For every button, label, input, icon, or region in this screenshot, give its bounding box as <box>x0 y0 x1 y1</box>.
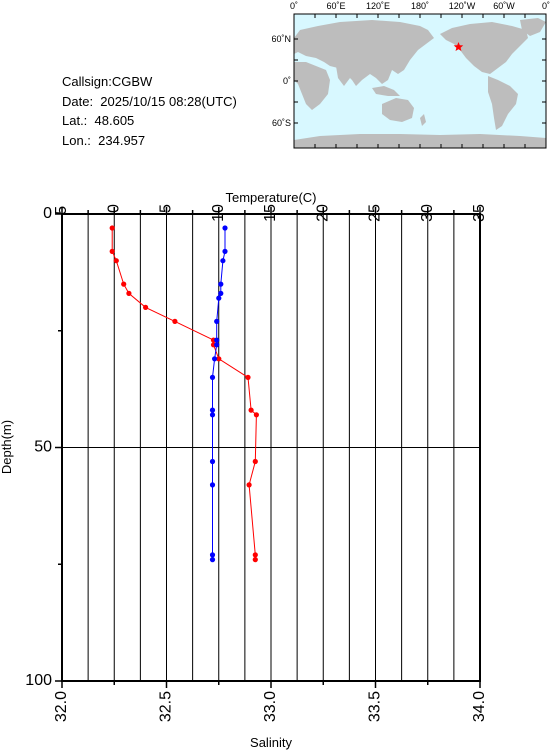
depth-axis: 0 50 100 <box>25 205 62 689</box>
temperature-tick-label: 5 <box>158 204 175 213</box>
salinity-tick-label: 32.5 <box>158 691 175 722</box>
salinity-point <box>209 552 216 558</box>
land-australia <box>382 98 414 122</box>
land-indonesia <box>372 86 400 96</box>
temperature-axis-title: Temperature(C) <box>225 190 316 205</box>
map-land <box>294 18 546 148</box>
map-latitude-label: 60˚N <box>271 34 291 44</box>
land-japan <box>404 50 410 64</box>
map-longitude-label: 180˚ <box>411 1 429 11</box>
temperature-point <box>252 552 258 558</box>
salinity-tick-label: 34.0 <box>471 691 488 722</box>
temperature-tick-label: -5 <box>53 206 70 220</box>
temperature-tick-label: 10 <box>210 204 227 222</box>
temperature-point <box>216 356 222 362</box>
salinity-tick-label: 33.5 <box>367 691 384 722</box>
map-longitude-label: 60˚E <box>326 1 345 11</box>
depth-axis-title: Depth(m) <box>0 420 14 474</box>
temperature-point <box>113 258 119 264</box>
salinity-point <box>209 412 216 418</box>
temperature-tick-label: 30 <box>419 204 436 222</box>
salinity-point <box>216 295 222 301</box>
salinity-point <box>212 356 218 362</box>
temperature-tick-label: 35 <box>471 204 488 222</box>
temperature-point <box>252 557 258 563</box>
salinity-point <box>222 225 228 231</box>
depth-tick-label: 0 <box>43 205 52 222</box>
map-ticks <box>293 14 547 148</box>
temperature-point <box>253 412 259 418</box>
land-eurasia <box>294 20 434 86</box>
longitude-text: Lon.: 234.957 <box>62 132 146 148</box>
salinity-point <box>218 290 224 296</box>
map-latitude-label: 0˚ <box>283 76 291 86</box>
salinity-point <box>209 458 216 465</box>
map-latitude-labels: 60˚N 0˚ 60˚S <box>271 34 291 128</box>
station-marker-icon <box>453 42 464 51</box>
temperature-point <box>126 290 132 296</box>
salinity-axis: 32.0 32.5 33.0 33.5 34.0 <box>53 681 488 722</box>
salinity-point <box>209 482 216 488</box>
station-info: Callsign:CGBW Date: 2025/10/15 08:28(UTC… <box>62 72 237 150</box>
callsign-text: Callsign:CGBW <box>62 74 153 89</box>
land-india <box>336 66 350 86</box>
land-south-america <box>488 76 518 130</box>
temperature-point <box>109 248 115 254</box>
land-greenland <box>520 18 546 36</box>
salinity-point <box>209 374 216 380</box>
map-longitude-label: 0˚ <box>542 1 550 11</box>
temperature-tick-label: 0 <box>105 204 122 213</box>
salinity-tick-label: 32.0 <box>53 691 70 722</box>
map-longitude-labels: 0˚ 60˚E 120˚E 180˚ 120˚W 60˚W 0˚ <box>290 1 550 11</box>
map-latitude-label: 60˚S <box>272 118 291 128</box>
depth-tick-label: 100 <box>25 672 52 689</box>
temperature-axis: -5 0 5 10 15 20 25 30 35 <box>53 204 488 222</box>
salinity-point <box>209 557 216 563</box>
temperature-point <box>109 225 115 231</box>
map-longitude-label: 120˚W <box>449 1 476 11</box>
station-marker-star <box>453 42 464 51</box>
salinity-point <box>222 248 228 254</box>
salinity-axis-title: Salinity <box>250 735 292 750</box>
temperature-point <box>172 318 178 324</box>
temperature-point <box>248 407 254 413</box>
salinity-point <box>214 337 220 343</box>
temperature-point <box>245 374 251 380</box>
temperature-point <box>121 281 127 287</box>
date-text: Date: 2025/10/15 08:28(UTC) <box>62 93 237 109</box>
salinity-tick-label: 33.0 <box>262 691 279 722</box>
salinity-point <box>220 258 226 264</box>
temperature-point <box>252 458 258 465</box>
temperature-tick-label: 25 <box>367 204 384 222</box>
profile-plot: -5 0 5 10 15 20 25 30 35 32.0 32.5 33.0 33.5 34.0 05… <box>25 204 488 722</box>
temperature-point <box>143 304 149 310</box>
salinity-point <box>218 281 224 287</box>
temperature-tick-label: 20 <box>314 204 331 222</box>
location-map: 0˚ 60˚E 120˚E 180˚ 120˚W 60˚W 0˚ 60˚N 0˚ 60˚S <box>271 1 550 149</box>
land-nz <box>420 114 426 126</box>
land-africa <box>294 62 330 110</box>
land-north-america <box>440 22 528 74</box>
map-longitude-label: 0˚ <box>290 1 298 11</box>
salinity-point <box>214 342 220 348</box>
latitude-text: Lat.: 48.605 <box>62 113 135 128</box>
salinity-point <box>209 407 216 413</box>
temperature-tick-label: 15 <box>262 204 279 222</box>
salinity-point <box>214 318 220 324</box>
depth-tick-label: 50 <box>34 439 52 456</box>
map-longitude-label: 120˚E <box>366 1 390 11</box>
profile-series <box>109 225 259 563</box>
map-longitude-label: 60˚W <box>493 1 515 11</box>
temperature-point <box>246 482 252 488</box>
